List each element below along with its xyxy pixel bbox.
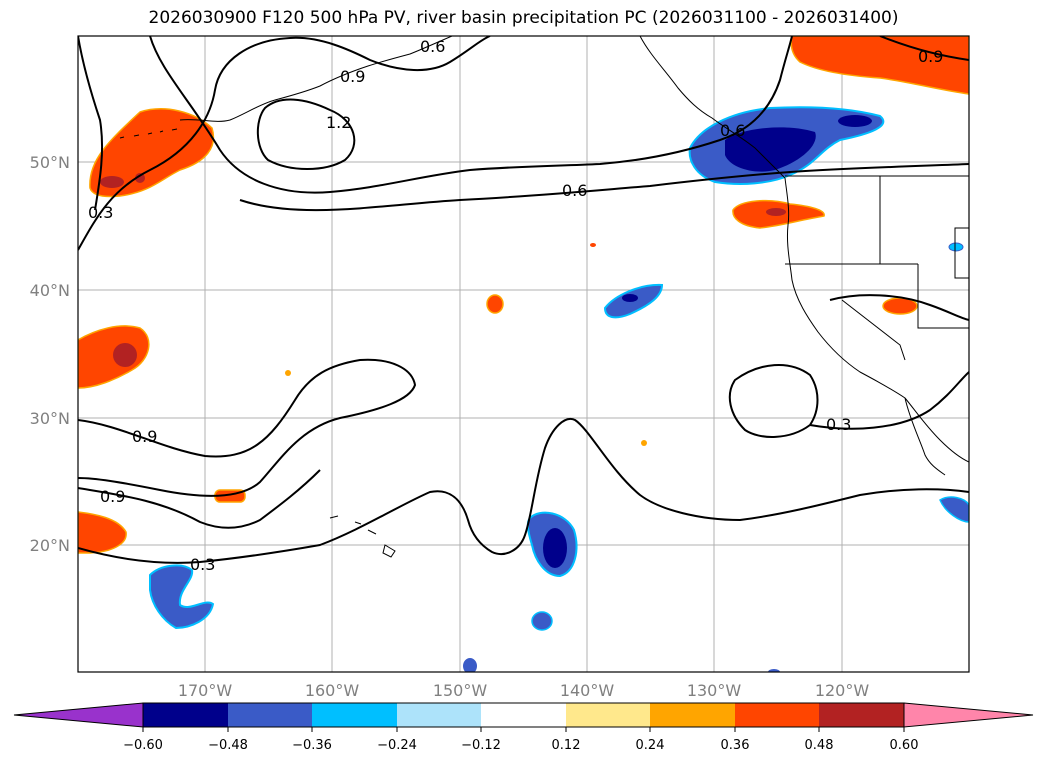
positive-core-nw-2: [135, 173, 145, 183]
positive-core-oregon: [766, 208, 786, 216]
colorbar-bin: [481, 703, 566, 727]
pv-contour-0-9-south: [78, 469, 321, 529]
negative-core-pnw: [725, 127, 816, 172]
colorbar-frame: [142, 702, 905, 728]
coastline-alaska: [179, 36, 453, 122]
coastline-aleutian-islands: [119, 128, 178, 139]
negative-area-small-4: [768, 669, 780, 672]
pv-contour-0-3-california: [809, 371, 969, 430]
contour-label: 0.9: [132, 427, 157, 446]
positive-area-dot-3: [641, 440, 647, 446]
pv-contour-0-6-north: [78, 36, 491, 251]
longitude-labels: 170°W 160°W 150°W 140°W 130°W 120°W: [178, 681, 870, 700]
colorbar-tick-label: 0.12: [552, 738, 581, 753]
positive-area-dot-2: [285, 370, 291, 376]
colorbar-tick-label: −0.12: [461, 738, 501, 753]
coastline-us-west: [784, 177, 969, 463]
colorbar-ticks: [142, 727, 905, 732]
lon-label-120w: 120°W: [815, 681, 870, 700]
colorbar-bin: [397, 703, 481, 727]
positive-area-small-2: [486, 294, 504, 314]
state-borders: [785, 176, 969, 361]
coastline-canada: [639, 36, 786, 179]
pv-contour-0-3-main: [78, 417, 969, 564]
colorbar-tick-label: 0.48: [805, 738, 834, 753]
lon-label-160w: 160°W: [305, 681, 360, 700]
colorbar-tick-label: −0.48: [208, 738, 248, 753]
colorbar-bin: [143, 703, 228, 727]
negative-precip-areas: [149, 106, 969, 672]
colorbar-bin: [819, 703, 904, 727]
colorbar-bin: [650, 703, 735, 727]
negative-area-small-1: [531, 611, 553, 631]
contour-label: 0.3: [826, 415, 851, 434]
pv-contour-0-6-pnw: [239, 163, 969, 212]
contour-label: 0.3: [190, 555, 215, 574]
contour-label: 0.9: [340, 67, 365, 86]
lon-label-150w: 150°W: [433, 681, 488, 700]
coastlines: [119, 36, 969, 558]
pv-contour-0-6-south: [78, 358, 417, 497]
contour-label: 1.2: [326, 113, 351, 132]
pv-contour-0-9-gulf: [879, 36, 969, 61]
negative-core-mid-pacific: [622, 294, 638, 302]
negative-area-small-3: [463, 658, 477, 672]
lon-label-140w: 140°W: [560, 681, 615, 700]
contour-label: 0.6: [720, 121, 745, 140]
pv-contour-0-3-west: [78, 36, 104, 211]
hawaii-islands: [329, 515, 396, 558]
plot-frame: [77, 35, 970, 673]
colorbar: −0.60 −0.48 −0.36 −0.24 −0.12 0.12 0.24 …: [13, 702, 1034, 753]
negative-core-pnw-2: [838, 115, 872, 127]
lon-label-170w: 170°W: [178, 681, 233, 700]
colorbar-over-arrow: [903, 702, 1034, 728]
pv-contour-0-9-north: [149, 36, 793, 194]
colorbar-bin: [735, 703, 819, 727]
negative-area-baja: [939, 496, 969, 523]
lat-label-50n: 50°N: [30, 153, 70, 172]
pv-contour-1-2: [256, 98, 356, 170]
contour-label: 0.9: [918, 47, 943, 66]
lat-label-40n: 40°N: [30, 281, 70, 300]
contour-label: 0.9: [100, 487, 125, 506]
colorbar-tick-label: 0.24: [636, 738, 665, 753]
lon-label-130w: 130°W: [687, 681, 742, 700]
colorbar-tick-label: 0.36: [721, 738, 750, 753]
positive-area-nw-pacific: [89, 108, 215, 198]
negative-area-small-2: [948, 242, 964, 252]
pv-contours: [78, 36, 969, 564]
colorbar-tick-label: −0.24: [377, 738, 417, 753]
colorbar-bin: [228, 703, 312, 727]
latitude-labels: 50°N 40°N 30°N 20°N: [30, 153, 70, 555]
colorbar-tick-label: −0.36: [292, 738, 332, 753]
positive-area-dot-1: [590, 243, 596, 247]
negative-area-southwest: [149, 564, 215, 630]
positive-core-west-mid: [113, 343, 137, 367]
contour-labels: 0.6 0.9 1.2 0.3 0.6 0.6 0.9 0.3 0.9 0.3 …: [88, 37, 943, 574]
colorbar-tick-label: −0.60: [123, 738, 163, 753]
lat-label-20n: 20°N: [30, 536, 70, 555]
coastline-baja: [904, 397, 946, 476]
contour-label: 0.3: [88, 203, 113, 222]
negative-core-subtropics: [543, 528, 567, 568]
colorbar-tick-label: 0.60: [890, 738, 919, 753]
positive-core-nw: [100, 176, 124, 188]
lat-label-30n: 30°N: [30, 409, 70, 428]
colorbar-under-arrow: [13, 702, 144, 728]
contour-label: 0.6: [420, 37, 445, 56]
contour-label: 0.6: [562, 181, 587, 200]
map-title: 2026030900 F120 500 hPa PV, river basin …: [148, 8, 899, 28]
colorbar-bin: [312, 703, 397, 727]
colorbar-bin: [566, 703, 650, 727]
pv-contour-0-9-eastpac: [829, 294, 969, 321]
